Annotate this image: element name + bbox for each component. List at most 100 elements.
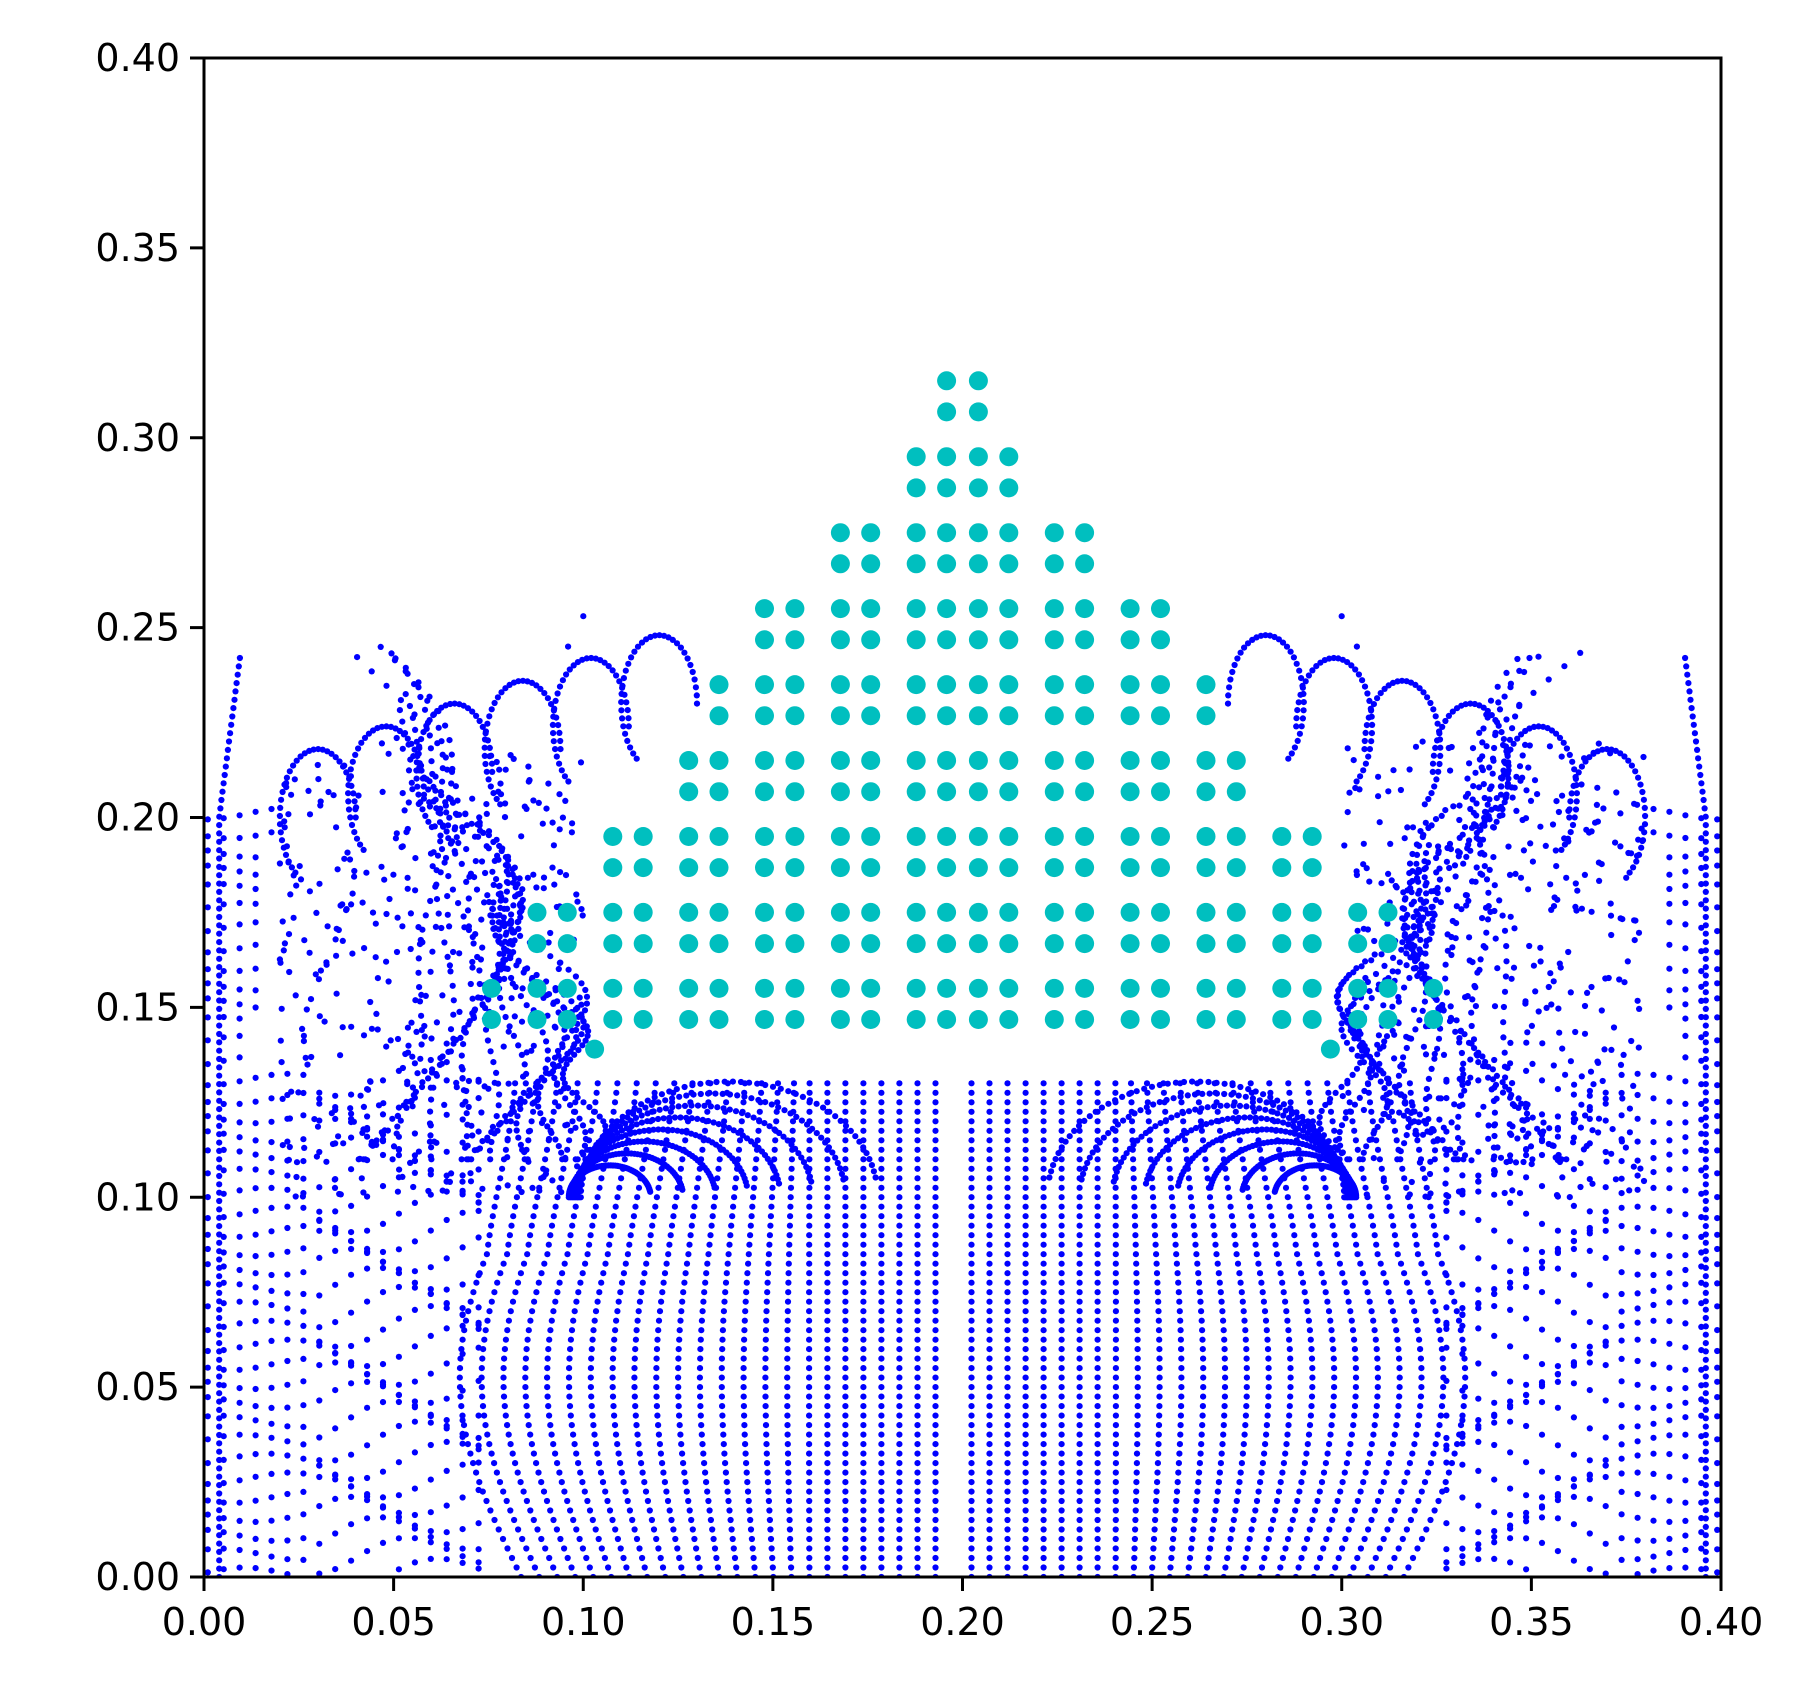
fluid-point xyxy=(422,912,429,919)
fluid-point xyxy=(402,691,409,698)
fluid-point xyxy=(427,1167,434,1174)
fluid-point xyxy=(1714,1082,1721,1089)
fluid-point xyxy=(645,1251,652,1258)
fluid-point xyxy=(1523,1381,1530,1388)
fluid-point xyxy=(1058,1450,1065,1457)
fluid-point xyxy=(421,1022,428,1030)
fluid-point xyxy=(220,881,227,888)
fluid-point xyxy=(1004,1080,1011,1087)
fluid-point xyxy=(806,1516,813,1524)
fluid-point xyxy=(1257,1479,1264,1486)
fluid-point xyxy=(316,1013,323,1020)
fluid-point xyxy=(1345,1089,1352,1096)
fluid-point xyxy=(1058,1535,1065,1543)
fluid-point xyxy=(1112,1137,1119,1144)
fluid-point xyxy=(713,1554,720,1562)
fluid-point xyxy=(299,1025,306,1032)
fluid-point xyxy=(1337,1488,1344,1495)
fluid-point xyxy=(300,1488,307,1495)
fluid-point xyxy=(1265,1355,1272,1362)
fluid-point xyxy=(236,1252,243,1259)
fluid-point xyxy=(1507,1485,1514,1492)
fluid-point xyxy=(696,1564,703,1571)
fluid-point xyxy=(1714,1327,1721,1334)
fluid-point xyxy=(1004,1175,1011,1182)
fluid-point xyxy=(1308,1393,1316,1400)
fluid-point xyxy=(1076,1507,1083,1514)
fluid-point xyxy=(693,1545,700,1552)
fluid-point xyxy=(1538,1151,1546,1159)
fluid-point xyxy=(1380,1535,1387,1543)
fluid-point xyxy=(769,1554,776,1562)
fluid-point xyxy=(725,1497,732,1505)
fluid-point xyxy=(379,1326,387,1333)
fluid-point xyxy=(216,964,223,971)
fluid-point xyxy=(619,682,626,690)
fluid-point xyxy=(1040,1213,1047,1220)
fluid-point xyxy=(1022,1479,1029,1486)
fluid-point xyxy=(504,863,511,870)
fluid-point xyxy=(860,1450,867,1457)
fluid-point xyxy=(283,843,290,850)
fluid-point xyxy=(503,888,510,895)
fluid-point xyxy=(1306,1203,1313,1210)
fluid-point xyxy=(252,1166,259,1173)
fluid-point xyxy=(1195,1279,1203,1286)
fluid-point xyxy=(735,1146,743,1153)
fluid-point xyxy=(535,1090,542,1097)
fluid-point xyxy=(493,1069,500,1076)
fluid-point xyxy=(1262,1317,1270,1324)
fluid-point xyxy=(507,1308,514,1315)
fluid-point xyxy=(443,1467,450,1474)
fluid-point xyxy=(1287,1384,1294,1391)
fluid-point xyxy=(1307,1336,1314,1343)
fluid-point xyxy=(252,1364,259,1371)
fluid-point xyxy=(204,1497,211,1504)
fluid-point xyxy=(878,1308,885,1315)
fluid-point xyxy=(784,1384,791,1391)
fluid-point xyxy=(1403,1279,1411,1286)
fluid-point xyxy=(459,1322,466,1329)
fluid-point xyxy=(784,1298,792,1305)
fluid-point xyxy=(842,1222,849,1229)
fluid-point xyxy=(932,1298,939,1305)
fluid-point xyxy=(573,1026,580,1034)
fluid-point xyxy=(314,1123,322,1130)
fluid-point xyxy=(1354,1554,1361,1562)
fluid-point xyxy=(1491,1191,1498,1198)
fluid-point xyxy=(986,1526,993,1533)
fluid-point xyxy=(1253,1497,1261,1505)
fluid-point xyxy=(1618,1308,1625,1315)
fluid-point xyxy=(1022,1289,1029,1296)
fluid-point xyxy=(1393,1422,1400,1429)
fluid-point xyxy=(553,1081,561,1088)
fluid-point xyxy=(932,1355,939,1362)
fluid-point xyxy=(447,1048,454,1055)
fluid-point xyxy=(1327,1108,1335,1115)
fluid-point xyxy=(1475,1395,1482,1402)
fluid-point xyxy=(1131,1545,1138,1552)
fluid-point xyxy=(968,1241,975,1248)
fluid-point xyxy=(785,1260,792,1267)
fluid-point xyxy=(1306,1099,1314,1106)
fluid-point xyxy=(860,1431,867,1438)
fluid-point xyxy=(1507,1535,1514,1542)
fluid-point xyxy=(459,1559,466,1566)
fluid-point xyxy=(1698,1515,1705,1522)
fluid-point xyxy=(1702,997,1709,1004)
fluid-point xyxy=(459,1461,466,1468)
fluid-point xyxy=(483,1251,490,1258)
fluid-point xyxy=(569,1089,576,1096)
fluid-point xyxy=(720,1308,728,1315)
fluid-point xyxy=(483,768,490,775)
fluid-point xyxy=(1666,1151,1673,1158)
fluid-point xyxy=(216,1014,223,1021)
fluid-point xyxy=(1132,1526,1139,1533)
fluid-point xyxy=(1134,1346,1141,1353)
fluid-point xyxy=(510,879,517,886)
fluid-point xyxy=(216,1030,223,1038)
fluid-point xyxy=(611,1412,618,1419)
fluid-point xyxy=(1714,1378,1721,1385)
fluid-point xyxy=(204,1147,211,1154)
fluid-point xyxy=(315,746,322,753)
